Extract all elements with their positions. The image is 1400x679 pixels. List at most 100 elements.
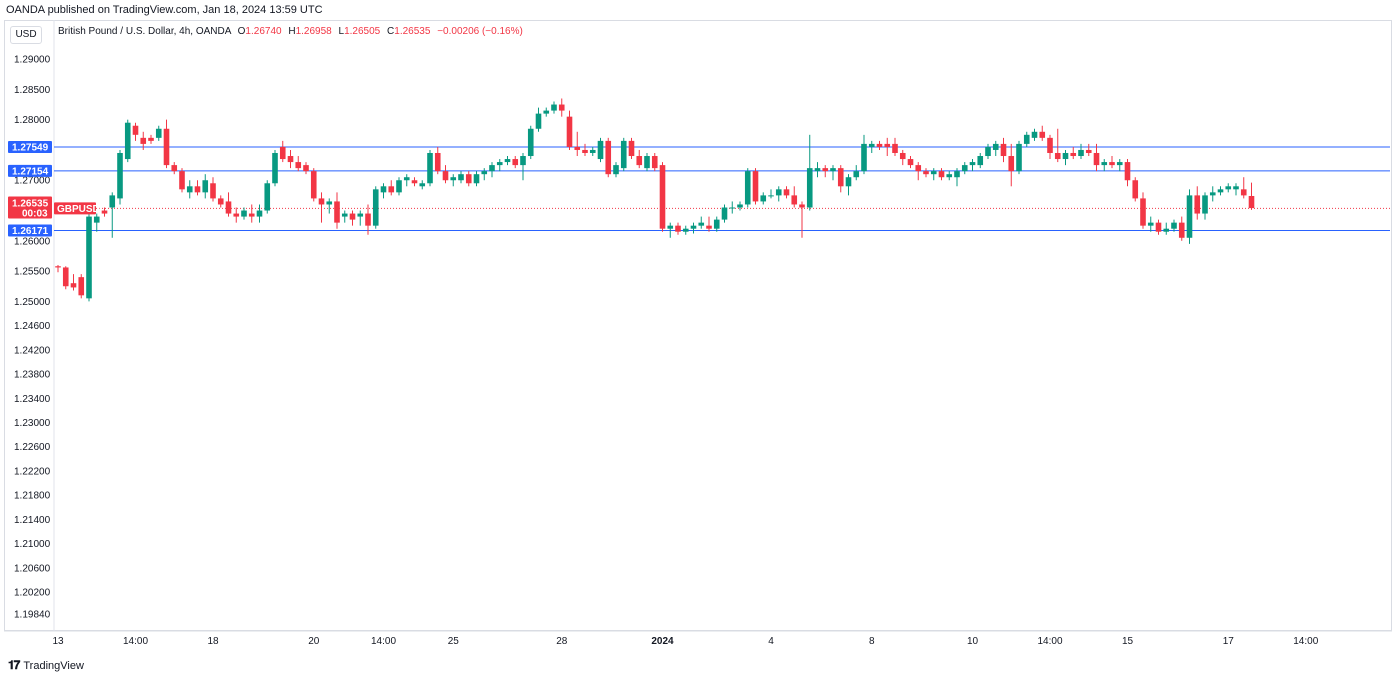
candle-body-down [752, 171, 759, 202]
close-label: C [387, 26, 395, 37]
candle-body-down [706, 225, 712, 229]
x-tick-label: 14:00 [371, 636, 396, 647]
y-tick-label: 1.21800 [14, 491, 51, 502]
candle-body-up [969, 162, 976, 166]
x-tick-label: 28 [556, 636, 568, 647]
candle-body-down [636, 156, 643, 166]
candle-body-down [837, 168, 844, 187]
candle-body-up [527, 128, 534, 157]
candle-body-up [264, 183, 271, 211]
candle-body-down [899, 152, 906, 160]
candle-body-up [551, 104, 557, 111]
y-tick-label: 1.28500 [14, 85, 51, 96]
candle-body-down [217, 198, 224, 205]
candle-body-up [357, 213, 364, 217]
candle-body-up [450, 177, 457, 181]
candle-body-down [907, 159, 914, 166]
candle-body-up [341, 213, 348, 217]
last-price-tag-countdown: 00:03 [22, 208, 48, 219]
open-value: 1.26740 [245, 26, 282, 37]
y-tick-label: 1.27000 [14, 176, 51, 187]
candle-body-up [1016, 143, 1022, 172]
candle-body-up [380, 186, 387, 193]
candle-body-down [884, 143, 891, 147]
candle-body-up [713, 219, 720, 229]
close-value: 1.26535 [394, 26, 431, 37]
candle-body-up [729, 207, 736, 209]
candle-body-down [628, 140, 635, 157]
high-label: H [288, 26, 296, 37]
candle-body-up [1101, 162, 1108, 166]
x-tick-label: 14:00 [123, 636, 148, 647]
candle-body-up [496, 162, 503, 166]
candle-body-up [1031, 131, 1038, 138]
candle-body-down [163, 128, 170, 166]
candle-body-down [558, 104, 565, 111]
candle-body-down [1085, 149, 1092, 153]
x-tick-label: 2024 [651, 636, 674, 647]
y-tick-label: 1.20200 [14, 588, 51, 599]
candle-body-up [458, 174, 464, 181]
candle-body-down [791, 195, 798, 205]
candle-body-down [923, 171, 929, 175]
x-tick-label: 18 [207, 636, 219, 647]
hline-price-tag-box [8, 224, 52, 237]
candle-body-down [171, 165, 178, 172]
candle-body-up [930, 171, 937, 175]
candle-body-down [279, 146, 286, 160]
candle-body-up [272, 152, 278, 184]
candle-body-up [1062, 152, 1069, 160]
candle-body-down [1124, 162, 1131, 181]
candle-body-up [597, 140, 604, 160]
candle-body-up [155, 128, 162, 138]
candle-body-down [892, 143, 898, 153]
candle-body-up [419, 183, 426, 187]
candle-body-down [675, 225, 681, 232]
candle-body-down [566, 116, 573, 147]
candle-body-up [853, 171, 860, 178]
candle-body-up [868, 143, 875, 147]
candle-body-down [799, 204, 805, 208]
candle-body-down [194, 186, 201, 193]
candle-body-up [806, 168, 813, 208]
candle-body-up [427, 152, 433, 184]
open-label: O [237, 26, 246, 37]
candle-body-down [1194, 195, 1201, 214]
candle-body-up [1209, 192, 1216, 196]
y-tick-label: 1.25000 [14, 297, 51, 308]
candle-body-up [737, 204, 743, 208]
candle-body-down [876, 143, 883, 147]
candle-body-up [954, 171, 960, 178]
candle-body-down [1047, 137, 1053, 153]
hline-price-tag: 1.27549 [12, 142, 49, 153]
candle-body-up [504, 159, 511, 163]
candle-body-up [1023, 134, 1030, 144]
candle-body-up [620, 140, 627, 169]
currency-button[interactable]: USD [10, 26, 42, 44]
candle-body-down [1070, 152, 1077, 157]
hline-price-tag: 1.27154 [12, 166, 49, 177]
candle-body-down [148, 137, 154, 141]
candle-body-up [326, 201, 333, 205]
candle-body-down [1132, 180, 1139, 199]
y-tick-label: 1.22600 [14, 442, 51, 453]
candle-body-down [442, 171, 449, 181]
candle-body-up [589, 149, 596, 153]
candle-body-down [1155, 222, 1162, 232]
candle-body-up [985, 146, 991, 157]
candle-body-down [659, 165, 666, 229]
candle-body-up [690, 225, 697, 229]
x-tick-label: 10 [967, 636, 979, 647]
candle-body-up [202, 180, 209, 193]
x-tick-label: 14:00 [1293, 636, 1318, 647]
candle-body-down [1008, 156, 1015, 172]
candle-body-down [434, 152, 441, 172]
x-tick-label: 8 [869, 636, 875, 647]
y-tick-label: 1.23000 [14, 418, 51, 429]
tradingview-logo-icon: 𝟏𝟕 [8, 658, 20, 672]
y-tick-label: 1.22200 [14, 466, 51, 477]
candle-body-down [225, 201, 232, 214]
candle-body-up [256, 210, 263, 217]
hline-price-tag-box [8, 164, 52, 177]
